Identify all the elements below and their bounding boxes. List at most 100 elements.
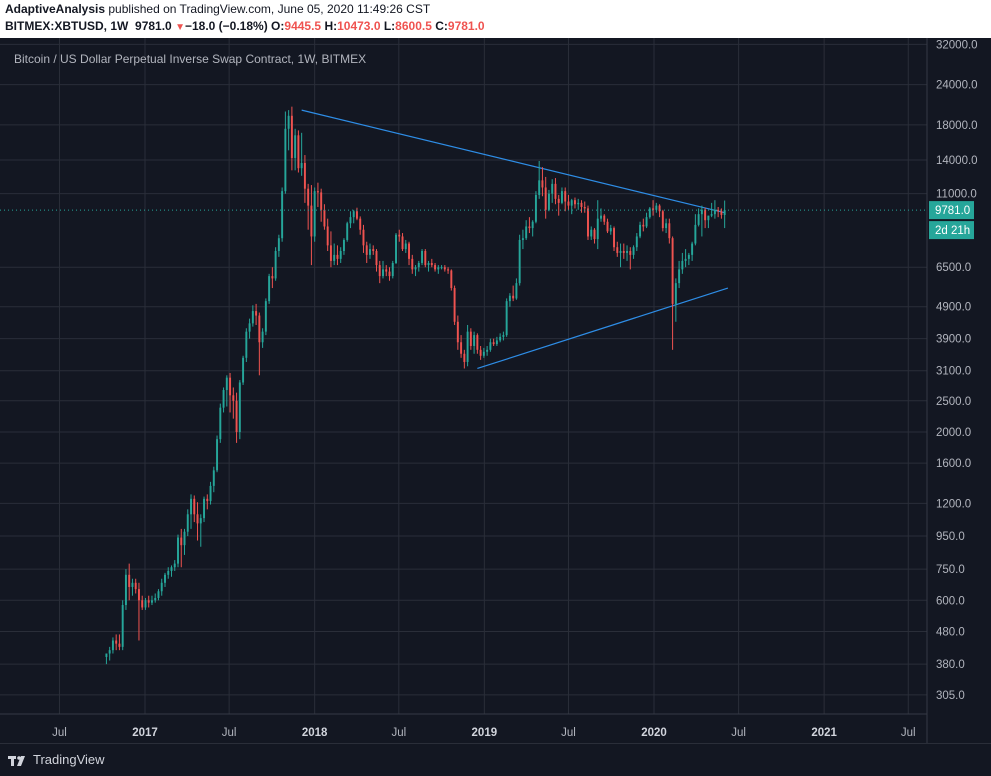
open-label: O:: [271, 19, 285, 33]
symbol-label[interactable]: BITMEX:XBTUSD, 1W: [5, 19, 129, 33]
candle-body: [395, 234, 397, 263]
candle-body: [297, 135, 300, 169]
candle-body: [281, 191, 284, 239]
author-link[interactable]: AdaptiveAnalysis: [5, 2, 106, 16]
y-tick-label: 600.0: [936, 595, 965, 607]
candle-body: [310, 205, 313, 237]
down-triangle-icon: ▼: [175, 22, 185, 33]
candle-body: [587, 208, 589, 237]
candle-body: [691, 243, 694, 255]
candle-body: [460, 342, 463, 354]
publication-header: AdaptiveAnalysis published on TradingVie…: [0, 0, 991, 38]
countdown-label: 2d 21h: [935, 225, 970, 237]
candle-body: [115, 640, 118, 644]
candle-body: [450, 270, 453, 289]
candle-body: [284, 128, 287, 192]
candle-body: [359, 218, 362, 230]
candle-body: [385, 269, 388, 272]
candle-body: [378, 265, 381, 277]
candle-body: [547, 193, 550, 210]
candle-body: [635, 236, 638, 248]
candle-body: [170, 567, 173, 571]
candle-body: [707, 215, 710, 221]
candle-body: [482, 351, 485, 356]
candle-body: [603, 215, 606, 222]
candle-body: [339, 250, 342, 259]
candle-body: [164, 574, 166, 583]
candle-body: [502, 335, 505, 337]
candle-body: [642, 224, 645, 227]
candle-body: [121, 605, 124, 647]
candle-body: [375, 250, 378, 266]
price-chart[interactable]: 32000.0 24000.0 18000.0 14000.0 11000.0 6500.…: [0, 38, 991, 743]
x-tick-label: 2020: [641, 727, 667, 739]
candle-body: [209, 485, 212, 502]
trendline: [477, 287, 729, 370]
candle-body: [600, 215, 602, 219]
candle-body: [248, 323, 251, 332]
candle-body: [518, 239, 521, 284]
candle-body: [710, 214, 713, 216]
candle-body: [313, 191, 316, 237]
candle-body: [521, 238, 524, 240]
countdown-tag: [929, 221, 974, 240]
candle-body: [486, 349, 489, 352]
candle-body: [206, 498, 209, 502]
high-label: H:: [324, 19, 338, 33]
candle-body: [287, 115, 290, 129]
candle-body: [639, 224, 642, 237]
candle-body: [180, 537, 183, 546]
candle-body: [704, 209, 707, 221]
candle-body: [596, 218, 599, 240]
candle-body: [173, 563, 176, 568]
high-value: 10473.0: [337, 19, 381, 33]
candle-body: [466, 331, 469, 362]
candle-body: [626, 250, 629, 253]
brand-label: TradingView: [33, 752, 105, 767]
candle-body: [177, 537, 179, 564]
candle-body: [570, 200, 573, 206]
last-price-tag: [929, 201, 974, 220]
candle-body: [557, 198, 560, 203]
candle-body: [538, 180, 541, 195]
candle-body: [541, 180, 544, 188]
candle-body: [307, 188, 310, 206]
last-price-label: 9781.0: [935, 205, 970, 217]
candle-body: [512, 295, 515, 299]
candle-body: [203, 498, 206, 519]
candle-body: [242, 357, 245, 383]
candle-body: [388, 271, 391, 277]
y-tick-label: 32000.0: [936, 39, 978, 51]
candle-body: [590, 229, 593, 237]
candle-body: [661, 211, 664, 229]
candle-body: [629, 250, 632, 255]
chart-area[interactable]: 32000.0 24000.0 18000.0 14000.0 11000.0 6500.…: [0, 38, 991, 743]
x-tick-label: Jul: [561, 727, 576, 739]
tradingview-brand[interactable]: TradingView: [8, 752, 105, 767]
candle-body: [108, 650, 111, 654]
y-tick-label: 4900.0: [936, 302, 971, 314]
candle-body: [613, 228, 615, 248]
candle-body: [551, 183, 554, 194]
candle-body: [382, 269, 384, 277]
x-tick-label: Jul: [901, 727, 916, 739]
candle-body: [346, 223, 349, 240]
candle-body: [697, 214, 700, 225]
candle-body: [616, 247, 619, 253]
candle-body: [401, 236, 404, 250]
candle-body: [408, 243, 411, 259]
candle-body: [492, 342, 495, 345]
candle-body: [160, 582, 163, 592]
candle-body: [622, 250, 625, 253]
candle-body: [131, 582, 134, 587]
last-price-text: 9781.0: [135, 19, 172, 33]
y-tick-label: 950.0: [936, 531, 965, 543]
candle-body: [111, 640, 114, 651]
y-tick-label: 11000.0: [936, 189, 977, 201]
candle-body: [580, 202, 583, 208]
candle-body: [632, 247, 635, 255]
candle-body: [469, 331, 472, 346]
candle-body: [658, 205, 661, 212]
candle-body: [167, 570, 170, 575]
candle-body: [323, 209, 326, 227]
